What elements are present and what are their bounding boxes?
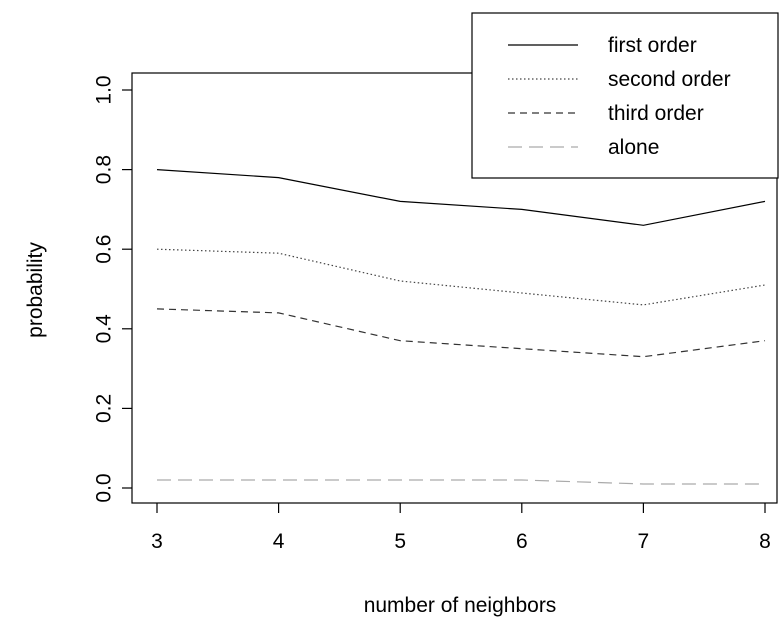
legend-label: first order	[608, 34, 697, 57]
series-line-first-order	[156, 169, 766, 226]
y-tick-label: 0.6	[93, 235, 116, 264]
legend-label: alone	[608, 136, 659, 159]
legend-label: second order	[608, 68, 731, 91]
plot-frame	[131, 72, 778, 504]
series-line-second-order	[156, 248, 766, 306]
y-tick-label: 0.4	[93, 314, 116, 344]
legend-box	[471, 12, 779, 179]
x-axis-title: number of neighbors	[364, 594, 557, 617]
series-line-third-order	[156, 308, 766, 358]
x-tick-label: 5	[394, 530, 406, 553]
x-tick-label: 4	[273, 530, 285, 553]
x-tick-label: 6	[516, 530, 528, 553]
y-tick-label: 0.2	[93, 394, 116, 423]
series-layer	[156, 169, 766, 485]
series-line-alone	[157, 479, 765, 485]
y-axis-title: probability	[24, 242, 47, 338]
y-tick-label: 0.8	[93, 155, 116, 184]
legend-label: third order	[608, 102, 704, 125]
y-tick-label: 1.0	[93, 75, 116, 104]
y-axis: 0.0 0.2 0.4 0.6 0.8 1.0	[93, 75, 132, 503]
x-tick-label: 3	[151, 530, 163, 553]
x-axis: 3 4 5 6 7 8	[151, 503, 771, 553]
x-tick-label: 8	[759, 530, 771, 553]
y-tick-label: 0.0	[93, 473, 116, 502]
x-tick-label: 7	[638, 530, 650, 553]
legend: first order second order third order alone	[471, 12, 779, 179]
